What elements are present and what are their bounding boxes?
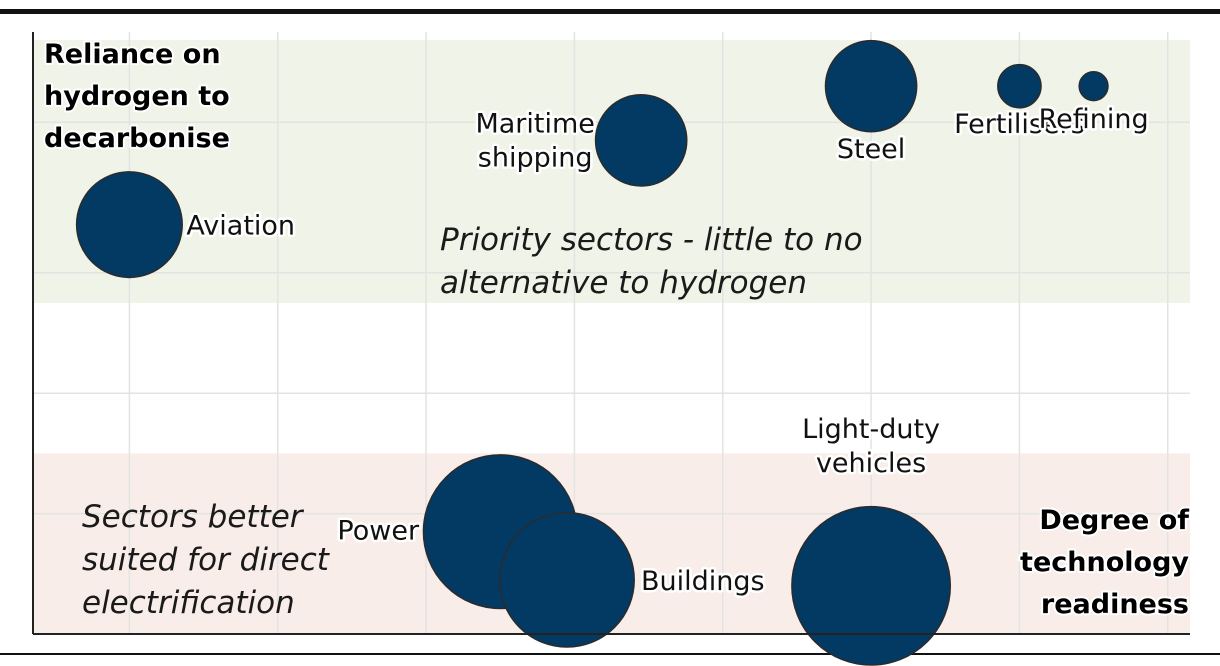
bubble-refining <box>1078 71 1109 102</box>
label-line: Refining <box>1039 104 1149 135</box>
label-line: Buildings <box>641 566 765 597</box>
axis-title-line: hydrogen to <box>44 81 230 112</box>
y-axis-title: Reliance on hydrogen to decarbonise <box>44 39 230 154</box>
bubble-steel <box>824 39 918 133</box>
notes-layer: Priority sectors - little to no alternati… <box>82 222 863 621</box>
label-maritime-shipping: Maritime shipping <box>475 108 594 173</box>
label-line: vehicles <box>816 448 926 479</box>
note-line: suited for direct <box>82 542 331 578</box>
note-line: Sectors better <box>82 499 305 535</box>
label-line: Steel <box>837 134 905 165</box>
axis-title-line: Degree of <box>1039 505 1189 536</box>
bubble-light-duty-vehicles <box>791 505 952 666</box>
label-line: Power <box>337 516 420 547</box>
label-line: Light-duty <box>802 414 940 445</box>
axis-title-line: Reliance on <box>44 39 221 70</box>
note-electrification: Sectors better suited for direct electrifi… <box>82 499 331 621</box>
bubbles-layer <box>75 39 1109 666</box>
label-buildings: Buildings <box>641 566 765 597</box>
label-refining: Refining <box>1039 104 1149 135</box>
bubble-aviation <box>75 171 183 279</box>
label-line: Aviation <box>186 211 295 242</box>
label-fertilisers: Fertilisers <box>954 109 1085 140</box>
axis-title-line: readiness <box>1041 589 1189 620</box>
labels-layer: Aviation Maritime shipping Steel Fertilisers… <box>184 102 1151 600</box>
note-priority: Priority sectors - little to no alternati… <box>440 222 863 301</box>
axis-title-line: technology <box>1020 547 1189 578</box>
label-light-duty-vehicles: Light-duty vehicles <box>802 414 940 479</box>
axis-title-line: decarbonise <box>44 123 230 154</box>
x-axis-title: Degree of technology readiness <box>1020 505 1189 620</box>
label-power: Power <box>337 516 420 547</box>
note-line: Priority sectors - little to no <box>440 222 863 258</box>
note-line: electrification <box>82 585 295 621</box>
label-aviation: Aviation <box>186 211 295 242</box>
note-line: alternative to hydrogen <box>440 265 807 301</box>
bubble-buildings <box>499 511 635 648</box>
label-line: shipping <box>478 142 593 173</box>
top-rule <box>0 9 1220 14</box>
bottom-rule <box>0 653 1220 655</box>
label-line: Maritime <box>475 108 594 139</box>
bubble-fertilisers <box>997 63 1042 109</box>
label-line: Fertilisers <box>954 109 1085 140</box>
bubble-maritime-shipping <box>594 94 688 187</box>
label-steel: Steel <box>837 134 905 165</box>
